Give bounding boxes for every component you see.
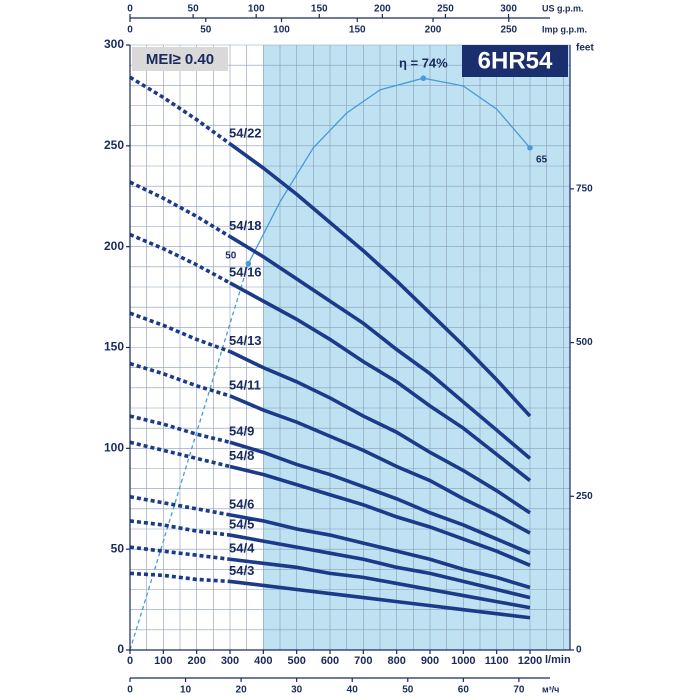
badge-box (132, 47, 228, 71)
extra-axis-tick-label: 20 (236, 685, 248, 696)
x-tick-label: 100 (154, 655, 172, 667)
extra-axis-tick-label: 100 (273, 25, 290, 36)
efficiency-label: η = 74% (399, 56, 448, 71)
y-tick-label: 250 (104, 138, 124, 152)
curve (229, 235, 532, 460)
series-label: 54/3 (229, 563, 254, 578)
curve (229, 579, 531, 620)
curve (229, 513, 531, 590)
curve (229, 557, 531, 610)
series-label: 54/13 (229, 333, 262, 348)
x-tick-label: 700 (354, 655, 372, 667)
x-tick-label: 400 (254, 655, 272, 667)
y-tick-label: 200 (104, 239, 124, 253)
y2-axis-label: feet (576, 43, 594, 54)
extra-axis-tick-label: 10 (180, 685, 192, 696)
extra-axis-label: US g.p.m. (542, 3, 584, 13)
badge: MEI≥ 0.40 (146, 51, 214, 68)
curve (229, 533, 531, 600)
curve (229, 281, 532, 483)
series-label: 54/8 (229, 448, 254, 463)
x-tick-label: 600 (321, 655, 339, 667)
x-tick-label: 1200 (518, 655, 542, 667)
extra-axis-label: Imp g.p.m. (542, 24, 587, 34)
extra-axis-tick-label: 50 (402, 685, 414, 696)
series-label: 54/16 (229, 264, 262, 279)
efficiency-label: 65 (536, 154, 548, 165)
y-tick-label: 150 (104, 340, 124, 354)
series-label: 54/4 (229, 541, 255, 556)
curve (228, 142, 532, 418)
curve-extrapolated (129, 361, 231, 398)
extra-axis-tick-label: 0 (127, 25, 133, 36)
curve (229, 440, 531, 555)
efficiency-point (245, 260, 252, 267)
curve-extrapolated (129, 545, 231, 562)
extra-axis-tick-label: 250 (437, 4, 454, 15)
extra-axis-tick-label: 40 (347, 685, 359, 696)
y2-tick-label: 750 (576, 184, 593, 195)
extra-axis-tick-label: 150 (311, 4, 328, 15)
extra-axis-tick-label: 100 (248, 4, 265, 15)
curve-extrapolated (129, 494, 231, 517)
title-box (462, 45, 568, 77)
extra-axis-tick-label: 300 (500, 4, 517, 15)
x-tick-label: 1000 (451, 655, 475, 667)
extra-axis-tick-label: 250 (500, 25, 517, 36)
curve-extrapolated (129, 440, 231, 469)
y2-tick-label: 0 (576, 645, 582, 656)
extra-axis-tick-label: 70 (513, 685, 525, 696)
extra-axis-tick-label: 50 (188, 4, 200, 15)
series-label: 54/6 (229, 496, 254, 511)
curve-extrapolated (129, 75, 232, 146)
extra-axis-tick-label: 50 (200, 25, 212, 36)
x-tick-label: 200 (187, 655, 205, 667)
y-tick-label: 50 (111, 541, 125, 555)
data: 50 η = 74% 65 54/22 54/18 54/16 54/13 54/11 54/9… (129, 56, 548, 651)
curve (229, 464, 531, 567)
series-label: 54/18 (229, 218, 262, 233)
x-tick-label: 500 (287, 655, 305, 667)
curve-extrapolated (129, 414, 231, 445)
y2-tick-label: 250 (576, 491, 593, 502)
y2-tick-label: 500 (576, 337, 593, 348)
x-tick-label: 900 (421, 655, 439, 667)
curve (229, 394, 531, 535)
curve-extrapolated (129, 232, 231, 285)
series-label: 54/22 (229, 125, 262, 140)
x-tick-label: 1100 (485, 655, 509, 667)
extra-axis-tick-label: 150 (349, 25, 366, 36)
extra-axis-tick-label: 200 (374, 4, 391, 15)
x-tick-label: 800 (387, 655, 405, 667)
efficiency-point (527, 144, 533, 151)
extra-axis-tick-label: 60 (458, 685, 470, 696)
efficiency-label: 50 (225, 250, 237, 261)
series-label: 54/9 (229, 424, 254, 439)
y-tick-label: 300 (104, 37, 124, 51)
series-label: 54/11 (229, 377, 261, 392)
x-axis-label: l/min (545, 654, 571, 666)
curve-extrapolated (129, 519, 231, 537)
y-tick-label: 0 (117, 642, 124, 656)
curve-extrapolated (129, 311, 231, 354)
y-tick-label: 100 (104, 441, 124, 455)
efficiency-line (247, 77, 531, 264)
efficiency-point (420, 75, 427, 82)
chart-title: 6HR54 (478, 47, 553, 74)
x-tick-label: 300 (221, 655, 239, 667)
extra-axis-tick-label: 200 (425, 25, 442, 36)
extra-axis-tick-label: 0 (127, 685, 133, 696)
efficiency-line (129, 263, 249, 651)
series-label: 54/5 (229, 516, 254, 531)
x-tick-label: 0 (127, 655, 133, 667)
extra-axis-label: м³/ч (542, 684, 559, 694)
extra-axis-tick-label: 30 (291, 685, 303, 696)
curve-extrapolated (129, 571, 231, 584)
extra-axis-tick-label: 0 (127, 4, 133, 15)
curve (229, 349, 531, 515)
curve-extrapolated (129, 180, 231, 239)
